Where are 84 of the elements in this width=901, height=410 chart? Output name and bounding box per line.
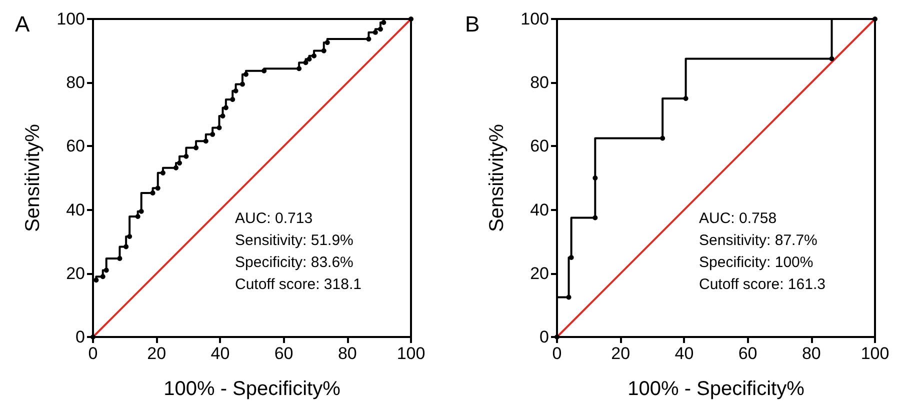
- point: [262, 68, 267, 74]
- point: [216, 125, 222, 130]
- y-tick-label: 80: [530, 73, 549, 92]
- point: [160, 170, 166, 176]
- x-tick-label: 0: [552, 344, 562, 363]
- annotation: Sensitivity: 87.7%: [699, 232, 818, 249]
- point: [150, 190, 156, 196]
- x-tick-label: 20: [147, 344, 166, 363]
- point: [90, 334, 96, 340]
- point: [660, 136, 666, 141]
- point: [324, 40, 330, 46]
- point: [372, 30, 378, 35]
- x-tick-label: 80: [338, 344, 357, 363]
- x-axis-title: 100% - Specificity%: [164, 378, 341, 400]
- point: [194, 145, 199, 150]
- point: [321, 48, 326, 54]
- x-tick-label: 80: [802, 344, 821, 363]
- point: [127, 234, 132, 240]
- point: [117, 256, 122, 261]
- chart-title: A: [15, 12, 30, 36]
- point: [220, 113, 226, 118]
- annotation: Sensitivity: 51.9%: [235, 232, 354, 249]
- x-axis-title: 100% - Specificity%: [628, 378, 805, 400]
- x-tick-label: 40: [210, 344, 230, 363]
- point: [233, 88, 238, 94]
- y-tick-label: 100: [56, 10, 85, 28]
- y-tick-label: 20: [66, 264, 85, 283]
- point: [174, 165, 178, 170]
- point: [104, 268, 109, 273]
- point: [366, 36, 372, 42]
- point: [296, 66, 302, 72]
- point: [124, 244, 129, 250]
- y-axis-title: Sensitivity%: [22, 124, 44, 232]
- x-tick-label: 20: [611, 344, 630, 363]
- x-tick-label: 0: [88, 344, 98, 363]
- y-tick-label: 60: [530, 136, 549, 156]
- y-tick-label: 60: [66, 136, 85, 156]
- x-tick-label: 40: [674, 344, 694, 363]
- point: [177, 160, 182, 166]
- x-tick-label: 60: [738, 344, 758, 363]
- y-tick-label: 0: [540, 328, 549, 346]
- point: [306, 56, 312, 62]
- y-axis-title: Sensitivity%: [486, 124, 508, 232]
- annotation: Cutoff score: 161.3: [699, 276, 826, 293]
- annotation: AUC: 0.758: [699, 210, 777, 227]
- point: [381, 20, 386, 25]
- annotation: Specificity: 83.6%: [235, 254, 354, 271]
- point: [210, 132, 216, 137]
- x-tick-label: 100: [860, 344, 890, 363]
- point: [138, 208, 144, 214]
- y-tick-label: 20: [530, 264, 549, 283]
- point: [568, 255, 574, 260]
- point: [240, 82, 245, 87]
- point: [94, 278, 99, 283]
- point: [408, 16, 414, 22]
- annotation: Specificity: 100%: [699, 254, 814, 271]
- point: [683, 96, 688, 101]
- point: [554, 334, 560, 340]
- y-tick-label: 100: [520, 10, 549, 28]
- point: [312, 53, 317, 58]
- point: [592, 215, 598, 220]
- point: [135, 214, 140, 219]
- annotation: Cutoff score: 318.1: [235, 276, 362, 293]
- point: [184, 154, 189, 159]
- x-tick-label: 100: [396, 344, 426, 363]
- point: [829, 56, 834, 62]
- point: [100, 274, 106, 280]
- point: [243, 72, 248, 77]
- point: [203, 138, 208, 144]
- point: [230, 96, 236, 102]
- point: [303, 60, 308, 66]
- x-tick-label: 60: [274, 344, 294, 363]
- point: [378, 26, 383, 32]
- y-tick-label: 80: [66, 73, 85, 92]
- point: [566, 294, 572, 300]
- point: [592, 176, 598, 180]
- y-tick-label: 0: [76, 328, 85, 346]
- y-tick-label: 40: [66, 200, 85, 220]
- point: [155, 186, 160, 191]
- chart-title: B: [465, 12, 480, 36]
- point: [223, 105, 228, 110]
- annotation: AUC: 0.713: [235, 210, 313, 227]
- point: [872, 16, 878, 22]
- y-tick-label: 40: [530, 200, 549, 220]
